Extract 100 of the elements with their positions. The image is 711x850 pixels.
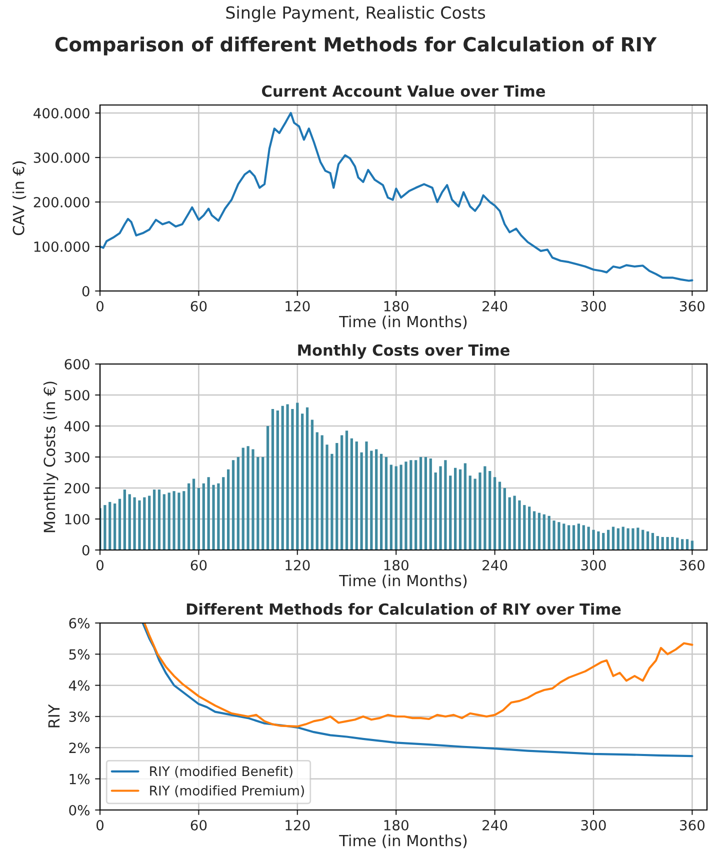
bar [123, 490, 126, 550]
y-tick-label: 0 [82, 544, 90, 556]
x-tick-label: 240 [482, 560, 508, 570]
x-tick-label: 0 [96, 560, 104, 570]
y-axis-title: RIY [48, 704, 60, 728]
y-tick-label: 100.000 [34, 241, 90, 252]
bar [128, 494, 131, 550]
bar [493, 477, 496, 550]
legend-label: RIY (modified Premium) [150, 785, 304, 798]
bar [202, 483, 205, 550]
y-tick-label: 0 [82, 286, 90, 296]
bar [404, 462, 408, 550]
bar [390, 464, 392, 550]
bar [686, 539, 689, 550]
text: Comparison of different Methods for Calculation of RIY [55, 36, 657, 56]
y-tick-label: 400.000 [34, 108, 90, 118]
bar [291, 408, 294, 550]
x-tick-label: 300 [581, 300, 606, 312]
bar [197, 488, 200, 550]
x-tick-label: 240 [482, 300, 508, 312]
bar [656, 536, 659, 550]
bar [394, 466, 398, 550]
bar [276, 410, 279, 550]
bar [518, 500, 521, 550]
bar [434, 472, 437, 550]
bar [582, 525, 585, 550]
bar [365, 442, 368, 550]
bar [370, 450, 373, 550]
bar [217, 483, 220, 550]
bar [661, 536, 664, 550]
bar [622, 526, 624, 550]
bar [449, 476, 452, 550]
x-tick-label: 60 [190, 560, 207, 570]
bar [513, 496, 516, 550]
bar [558, 522, 560, 550]
y-tick-label: 3% [69, 711, 90, 722]
line-series [142, 623, 694, 758]
bar [384, 457, 388, 550]
x-tick-label: 120 [286, 560, 310, 570]
bar [651, 532, 654, 550]
chart-title: Monthly Costs over Time [298, 344, 510, 359]
bar [597, 531, 600, 550]
bar [306, 407, 309, 550]
bar [468, 476, 472, 550]
y-tick-label: 1% [70, 774, 90, 784]
bar [478, 472, 482, 550]
line-series [100, 112, 694, 282]
bar [172, 491, 176, 550]
bar [606, 530, 610, 550]
bar [632, 528, 634, 550]
bar [676, 538, 679, 550]
bar [636, 528, 640, 550]
bar [246, 446, 250, 550]
x-tick-label: 180 [384, 300, 408, 312]
bar [568, 525, 570, 550]
legend-label: RIY (modified Benefit) [150, 766, 292, 778]
bar [301, 414, 304, 550]
bar [168, 492, 170, 550]
bar [400, 464, 402, 550]
bar [192, 478, 196, 550]
bar [419, 457, 422, 550]
bar [266, 426, 270, 550]
text: Single Payment, Realistic Costs [226, 6, 486, 22]
y-tick-label: 2% [69, 742, 90, 754]
bar [681, 539, 684, 550]
bar [350, 438, 353, 550]
bar [542, 514, 546, 550]
y-tick-label: 0% [69, 804, 90, 816]
bar [380, 454, 383, 550]
bar [296, 402, 299, 550]
bar [320, 435, 324, 550]
bar [148, 496, 151, 550]
bar [340, 435, 344, 550]
y-tick-label: 300.000 [34, 152, 90, 163]
bar [424, 457, 428, 550]
x-axis-title: Time (in Months) [339, 574, 467, 588]
line-series [143, 623, 694, 728]
bar [646, 531, 650, 550]
y-tick-label: 300 [64, 452, 90, 462]
x-tick-label: 0 [96, 300, 104, 312]
bar [182, 491, 186, 550]
x-tick-label: 360 [680, 300, 705, 312]
bar [414, 460, 418, 550]
bar [690, 540, 694, 550]
x-tick-label: 60 [190, 300, 207, 312]
bar [212, 484, 215, 550]
x-tick-label: 120 [286, 300, 310, 312]
bar [562, 524, 566, 550]
bar [498, 482, 502, 550]
x-tick-label: 300 [581, 560, 606, 570]
bar [286, 404, 289, 550]
bar [572, 525, 576, 550]
y-tick-label: 4% [68, 680, 90, 691]
y-tick-label: 200.000 [34, 196, 90, 208]
bar [612, 526, 615, 550]
bar [587, 526, 590, 550]
bar [232, 460, 235, 550]
bar [281, 406, 284, 550]
y-tick-label: 6% [69, 618, 90, 628]
bar [355, 442, 358, 550]
